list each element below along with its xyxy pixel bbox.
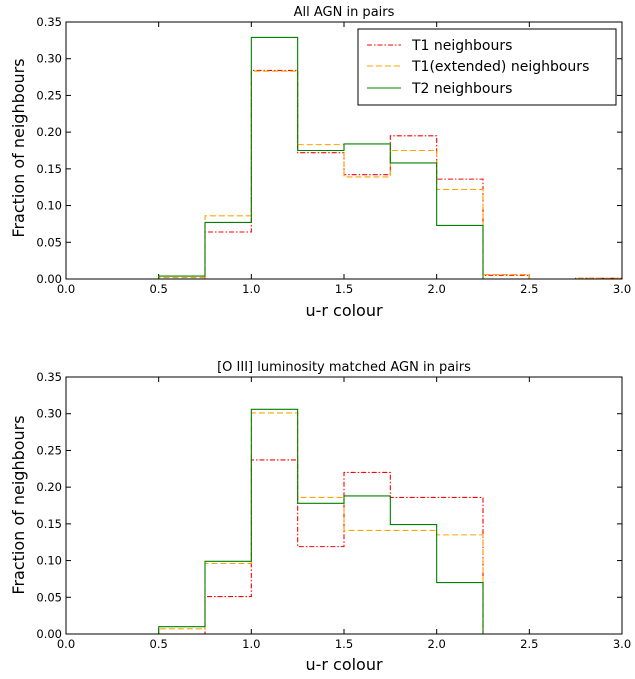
- bottom-chart-series: [66, 408, 622, 635]
- top-chart-y-tick-label: 0.15: [36, 162, 62, 176]
- bottom-chart-x-tick-label: 1.5: [335, 637, 353, 651]
- top-chart-y-tick-label: 0.00: [36, 272, 62, 286]
- top-chart-x-tick-label: 1.0: [242, 282, 260, 296]
- bottom-chart-x-tick-label: 0.5: [150, 637, 168, 651]
- bottom-chart-series-t1-extended-neighbours: [66, 412, 622, 635]
- legend: T1 neighbours T1(extended) neighbours T2…: [357, 28, 617, 106]
- bottom-chart-y-tick-label: 0.05: [36, 590, 62, 604]
- bottom-chart-title: [O III] luminosity matched AGN in pairs: [217, 360, 471, 375]
- legend-label-t1-extended: T1(extended) neighbours: [411, 59, 589, 75]
- bottom-chart-y-tick-label: 0.10: [36, 554, 62, 568]
- bottom-chart-ticks: 0.0 0.5 1.0 1.5 2.0 2.5 3.0 0.00 0.05 0.10 0.15 0.2…: [36, 370, 631, 651]
- bottom-chart-y-axis-label: Fraction of neighbours: [9, 415, 28, 594]
- bottom-chart-y-tick-label: 0.00: [36, 627, 62, 641]
- top-chart-x-axis-label: u-r colour: [305, 301, 383, 320]
- top-chart-x-tick-label: 2.0: [428, 282, 446, 296]
- top-chart-y-tick-label: 0.35: [36, 15, 62, 29]
- top-chart-x-tick-label: 2.5: [520, 282, 538, 296]
- top-chart-y-axis-label: Fraction of neighbours: [9, 58, 28, 237]
- top-chart-panel: All AGN in pairs u-r colour Fraction of …: [9, 5, 631, 320]
- top-chart-y-tick-label: 0.30: [36, 52, 62, 66]
- bottom-chart-x-tick-label: 0.0: [57, 637, 75, 651]
- bottom-chart-y-tick-label: 0.25: [36, 443, 62, 457]
- top-chart-frame: [65, 21, 623, 280]
- bottom-chart-panel: [O III] luminosity matched AGN in pairs …: [9, 360, 631, 674]
- top-chart-series: [66, 36, 622, 280]
- top-chart-y-tick-label: 0.20: [36, 125, 62, 139]
- bottom-chart-y-tick-label: 0.35: [36, 370, 62, 384]
- top-chart-y-tick-label: 0.25: [36, 88, 62, 102]
- top-chart-x-tick-label: 0.0: [57, 282, 75, 296]
- top-chart-x-tick-label: 1.5: [335, 282, 353, 296]
- bottom-chart-x-tick-label: 3.0: [613, 637, 631, 651]
- bottom-chart-x-tick-label: 2.0: [428, 637, 446, 651]
- bottom-chart-frame: [65, 376, 623, 635]
- top-chart-series-t1-extended-neighbours: [66, 70, 622, 280]
- top-chart-x-tick-label: 0.5: [150, 282, 168, 296]
- top-chart-x-tick-label: 3.0: [613, 282, 631, 296]
- top-chart-title: All AGN in pairs: [294, 5, 395, 20]
- bottom-chart-x-tick-label: 1.0: [242, 637, 260, 651]
- bottom-chart-y-tick-label: 0.15: [36, 517, 62, 531]
- legend-label-t1: T1 neighbours: [411, 38, 512, 54]
- bottom-chart-series-t1-neighbours: [66, 459, 622, 635]
- legend-box: [357, 28, 617, 106]
- bottom-chart-series-t2-neighbours: [66, 408, 622, 635]
- legend-label-t2: T2 neighbours: [411, 81, 512, 97]
- top-chart-series-t2-neighbours: [66, 36, 622, 280]
- bottom-chart-x-tick-label: 2.5: [520, 637, 538, 651]
- bottom-chart-y-tick-label: 0.30: [36, 407, 62, 421]
- top-chart-y-tick-label: 0.05: [36, 235, 62, 249]
- bottom-chart-y-tick-label: 0.20: [36, 480, 62, 494]
- top-chart-y-tick-label: 0.10: [36, 199, 62, 213]
- bottom-chart-x-axis-label: u-r colour: [305, 655, 383, 674]
